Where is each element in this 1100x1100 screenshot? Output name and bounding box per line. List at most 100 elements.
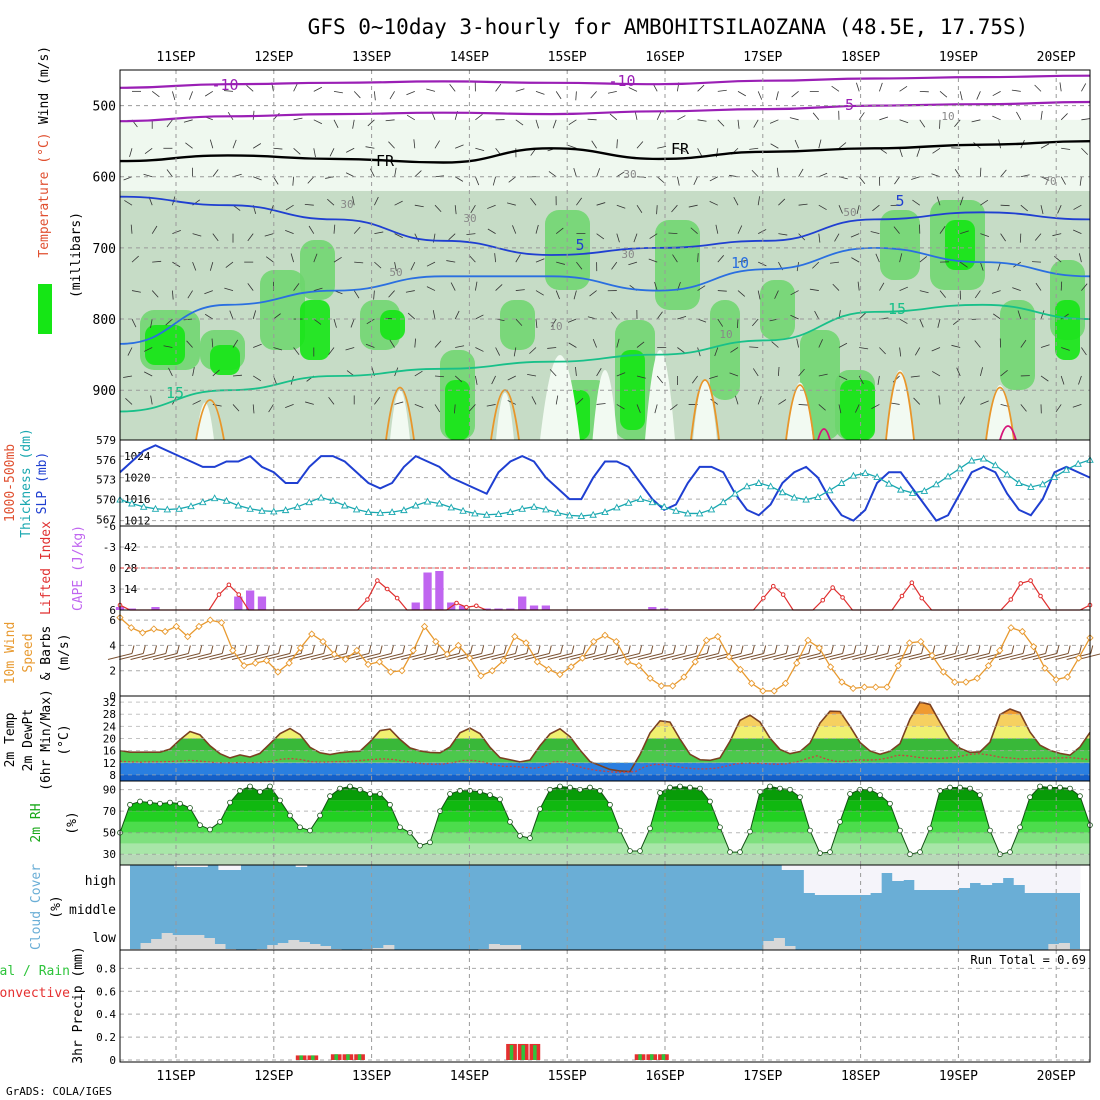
- wind-barb-tick: [548, 645, 552, 654]
- wind-speed-marker: [725, 653, 733, 661]
- upper-wind-barb: [616, 372, 626, 377]
- upper-wind-barb: [527, 374, 537, 377]
- upper-wind-barb: [830, 261, 840, 264]
- upper-wind-barb: [552, 119, 557, 129]
- upper-wind-barb: [273, 176, 279, 185]
- upper-wind-barb: [143, 347, 153, 352]
- thickness-marker: [317, 493, 325, 501]
- upper-wind-barb: [1034, 233, 1042, 241]
- wind-barb: [953, 653, 979, 661]
- wind-barb: [987, 653, 1012, 661]
- wind-barb: [513, 653, 539, 661]
- upper-wind-barb: [818, 339, 823, 348]
- thickness-marker: [210, 494, 219, 502]
- upper-wind-barb: [576, 197, 583, 206]
- rh-marker: [317, 812, 323, 819]
- wind-barb-tick: [842, 645, 846, 654]
- rh-marker: [637, 848, 643, 854]
- wind-barb: [175, 653, 200, 661]
- rh-blotch-green: [760, 280, 795, 340]
- upper-wind-barb: [1017, 310, 1022, 320]
- rh-marker: [127, 801, 133, 808]
- upper-wind-barb: [225, 261, 234, 268]
- thickness-marker: [624, 498, 633, 506]
- upper-wind-barb: [414, 404, 424, 409]
- upper-ytick-label: 500: [93, 100, 116, 115]
- upper-wind-barb: [1040, 310, 1045, 320]
- upper-wind-barb: [899, 119, 909, 124]
- wind-speed-marker: [274, 668, 282, 676]
- thickness-marker: [329, 496, 337, 504]
- upper-wind-barb: [697, 119, 707, 122]
- upper-wind-barb: [789, 117, 799, 121]
- upper-wind-barb: [879, 347, 886, 355]
- upper-wind-barb: [857, 281, 860, 291]
- thickness-marker: [151, 504, 160, 512]
- wind-barb-tick: [864, 645, 868, 654]
- wind-speed-marker: [623, 658, 632, 666]
- wind-speed-marker: [612, 637, 620, 646]
- upper-wind-barb: [611, 261, 618, 270]
- rh-marker: [1067, 785, 1073, 792]
- wind-barb-tick: [1022, 645, 1026, 654]
- wind-barb: [615, 653, 640, 661]
- rh-blotch-green: [1000, 300, 1035, 390]
- wind-speed-marker: [736, 665, 744, 674]
- upper-wind-barb: [475, 113, 483, 121]
- wind-barb-tick: [266, 645, 270, 654]
- rh-blotch-green: [500, 300, 535, 350]
- upper-wind-barb: [475, 347, 484, 352]
- upper-wind-barb: [609, 113, 618, 121]
- thickness-ytick-label: 576: [96, 454, 116, 467]
- upper-wind-barb: [367, 119, 375, 127]
- wind-speed-marker: [420, 622, 429, 631]
- rh-dry-spike: [645, 350, 675, 440]
- temp-ytick-label: 16: [103, 745, 116, 758]
- date-top-label: 15SEP: [548, 50, 587, 65]
- wind-speed-marker: [217, 619, 226, 627]
- upper-wind-barb: [856, 205, 860, 215]
- rh-blotch-green: [880, 210, 920, 280]
- rh-marker: [1017, 824, 1023, 831]
- precip-ytick-label: 0.8: [96, 962, 116, 975]
- rh-marker: [717, 824, 723, 831]
- upper-wind-barb: [980, 261, 984, 271]
- upper-wind-barb: [329, 148, 335, 157]
- wind-barb: [141, 653, 166, 661]
- lifted-index-marker: [909, 580, 915, 586]
- lifted-index-marker: [840, 595, 845, 600]
- wind-speed-marker: [815, 644, 823, 652]
- thickness-marker: [139, 502, 148, 510]
- upper-wind-barb: [636, 375, 646, 379]
- thickness-marker: [246, 504, 254, 512]
- upper-wind-barb: [709, 176, 718, 182]
- thickness-marker: [814, 492, 822, 500]
- rh-dry-spike: [196, 402, 214, 440]
- upper-wind-barb: [252, 310, 257, 320]
- thickness-marker: [802, 495, 810, 503]
- thickness-marker: [1038, 480, 1047, 488]
- upper-wind-barb: [495, 83, 502, 92]
- upper-wind-barb: [454, 205, 457, 215]
- upper-wind-barb: [163, 345, 173, 348]
- wind-barb: [209, 653, 234, 661]
- upper-wind-barb: [535, 258, 545, 263]
- wind-barb-tick: [593, 645, 597, 654]
- thickness-marker: [506, 508, 515, 516]
- upper-wind-barb: [590, 91, 597, 99]
- upper-wind-barb: [899, 253, 903, 263]
- wind-barb: [412, 653, 437, 661]
- date-bottom-label: 19SEP: [939, 1069, 978, 1084]
- upper-wind-barb: [209, 262, 214, 271]
- upper-wind-barb: [709, 375, 718, 379]
- cape-bar: [411, 602, 420, 610]
- rh-marker: [827, 849, 833, 855]
- cloud-high-bar: [1046, 865, 1059, 893]
- cloud-side-label: Cloud Cover: [29, 864, 44, 950]
- upper-wind-barb: [166, 119, 173, 128]
- upper-wind-barb: [991, 290, 1001, 294]
- upper-wind-barb: [374, 91, 376, 101]
- upper-wind-barb: [223, 90, 234, 92]
- cape-bar: [458, 605, 468, 610]
